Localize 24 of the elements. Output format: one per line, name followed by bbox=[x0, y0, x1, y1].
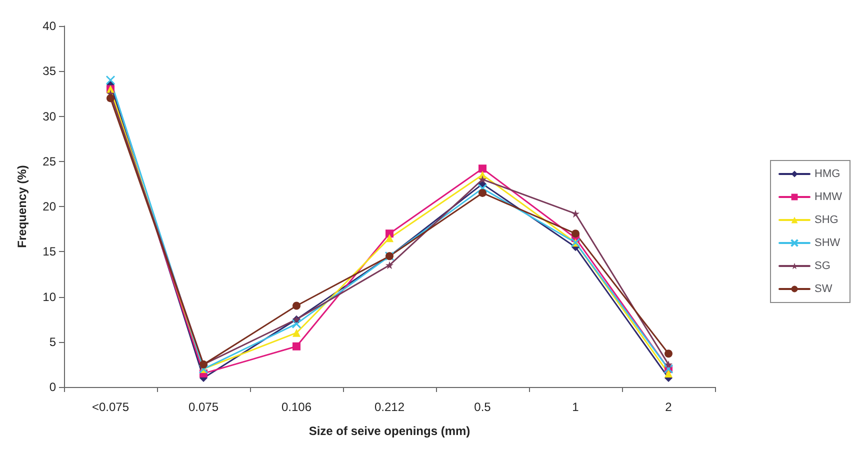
x-tick-label: 0.075 bbox=[188, 400, 219, 414]
x-tick-label: 2 bbox=[665, 400, 672, 414]
x-tick-label: <0.075 bbox=[92, 400, 130, 414]
x-tick-label: 0.5 bbox=[474, 400, 492, 414]
y-tick-label: 10 bbox=[42, 290, 56, 304]
y-tick-label: 30 bbox=[42, 109, 56, 124]
y-tick-label: 5 bbox=[49, 334, 56, 349]
x-tick-label: 1 bbox=[572, 400, 580, 414]
x-tick-label: 0.212 bbox=[374, 400, 405, 414]
legend-label: SHW bbox=[814, 237, 841, 249]
y-tick-label: 15 bbox=[42, 244, 56, 259]
legend-label: HMW bbox=[814, 191, 843, 203]
y-tick-label: 35 bbox=[42, 64, 56, 78]
legend-label: SHG bbox=[814, 214, 838, 226]
y-axis-title: Frequency (%) bbox=[15, 165, 29, 248]
y-tick-label: 40 bbox=[42, 19, 56, 33]
y-tick-label: 0 bbox=[49, 380, 56, 394]
x-tick-label: 0.106 bbox=[281, 400, 312, 414]
y-tick-label: 20 bbox=[42, 200, 56, 214]
legend-label: SG bbox=[814, 260, 830, 272]
legend-label: HMG bbox=[814, 168, 840, 180]
legend-label: SW bbox=[814, 283, 833, 295]
x-axis-title: Size of seive openings (mm) bbox=[308, 424, 470, 438]
y-tick-label: 25 bbox=[42, 154, 56, 168]
